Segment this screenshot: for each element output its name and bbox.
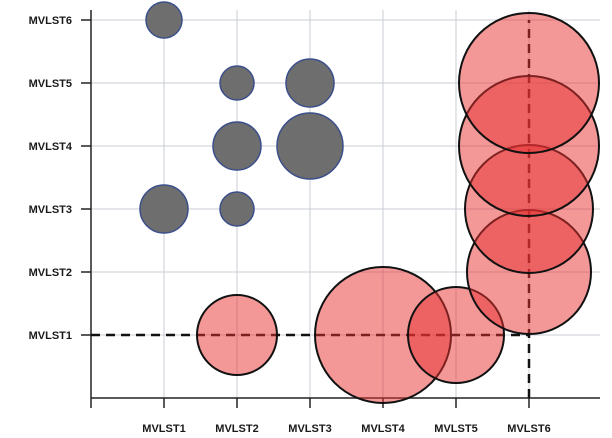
gray-bubble [139, 184, 189, 234]
x-tick-label: MVLST2 [215, 423, 258, 435]
y-tick-label: MVLST5 [29, 78, 72, 90]
axes [90, 10, 600, 399]
y-tick-label: MVLST6 [29, 15, 72, 27]
y-tick-label: MVLST1 [29, 330, 72, 342]
x-tick-label: MVLST4 [361, 423, 405, 435]
y-tick-label: MVLST3 [29, 204, 72, 216]
x-tick-label: MVLST6 [507, 423, 550, 435]
red-bubbles [196, 12, 600, 404]
x-tick-label: MVLST5 [434, 423, 477, 435]
gray-bubble [219, 65, 255, 101]
y-tick-label: MVLST2 [29, 267, 72, 279]
gray-bubble [285, 58, 335, 108]
red-bubble [458, 12, 600, 154]
x-tick-labels: MVLST1 MVLST2 MVLST3 MVLST4 MVLST5 MVLST6 [142, 423, 550, 435]
x-tick-label: MVLST1 [142, 423, 185, 435]
gray-bubble [219, 191, 255, 227]
gray-bubble [212, 121, 262, 171]
gray-bubbles [139, 1, 344, 234]
y-tick-label: MVLST4 [29, 141, 73, 153]
gray-bubble [145, 1, 183, 39]
gray-bubble [276, 112, 344, 180]
x-tick-label: MVLST3 [288, 423, 331, 435]
red-bubble [196, 294, 278, 376]
y-tick-labels: MVLST1 MVLST2 MVLST3 MVLST4 MVLST5 MVLST6 [29, 15, 73, 342]
